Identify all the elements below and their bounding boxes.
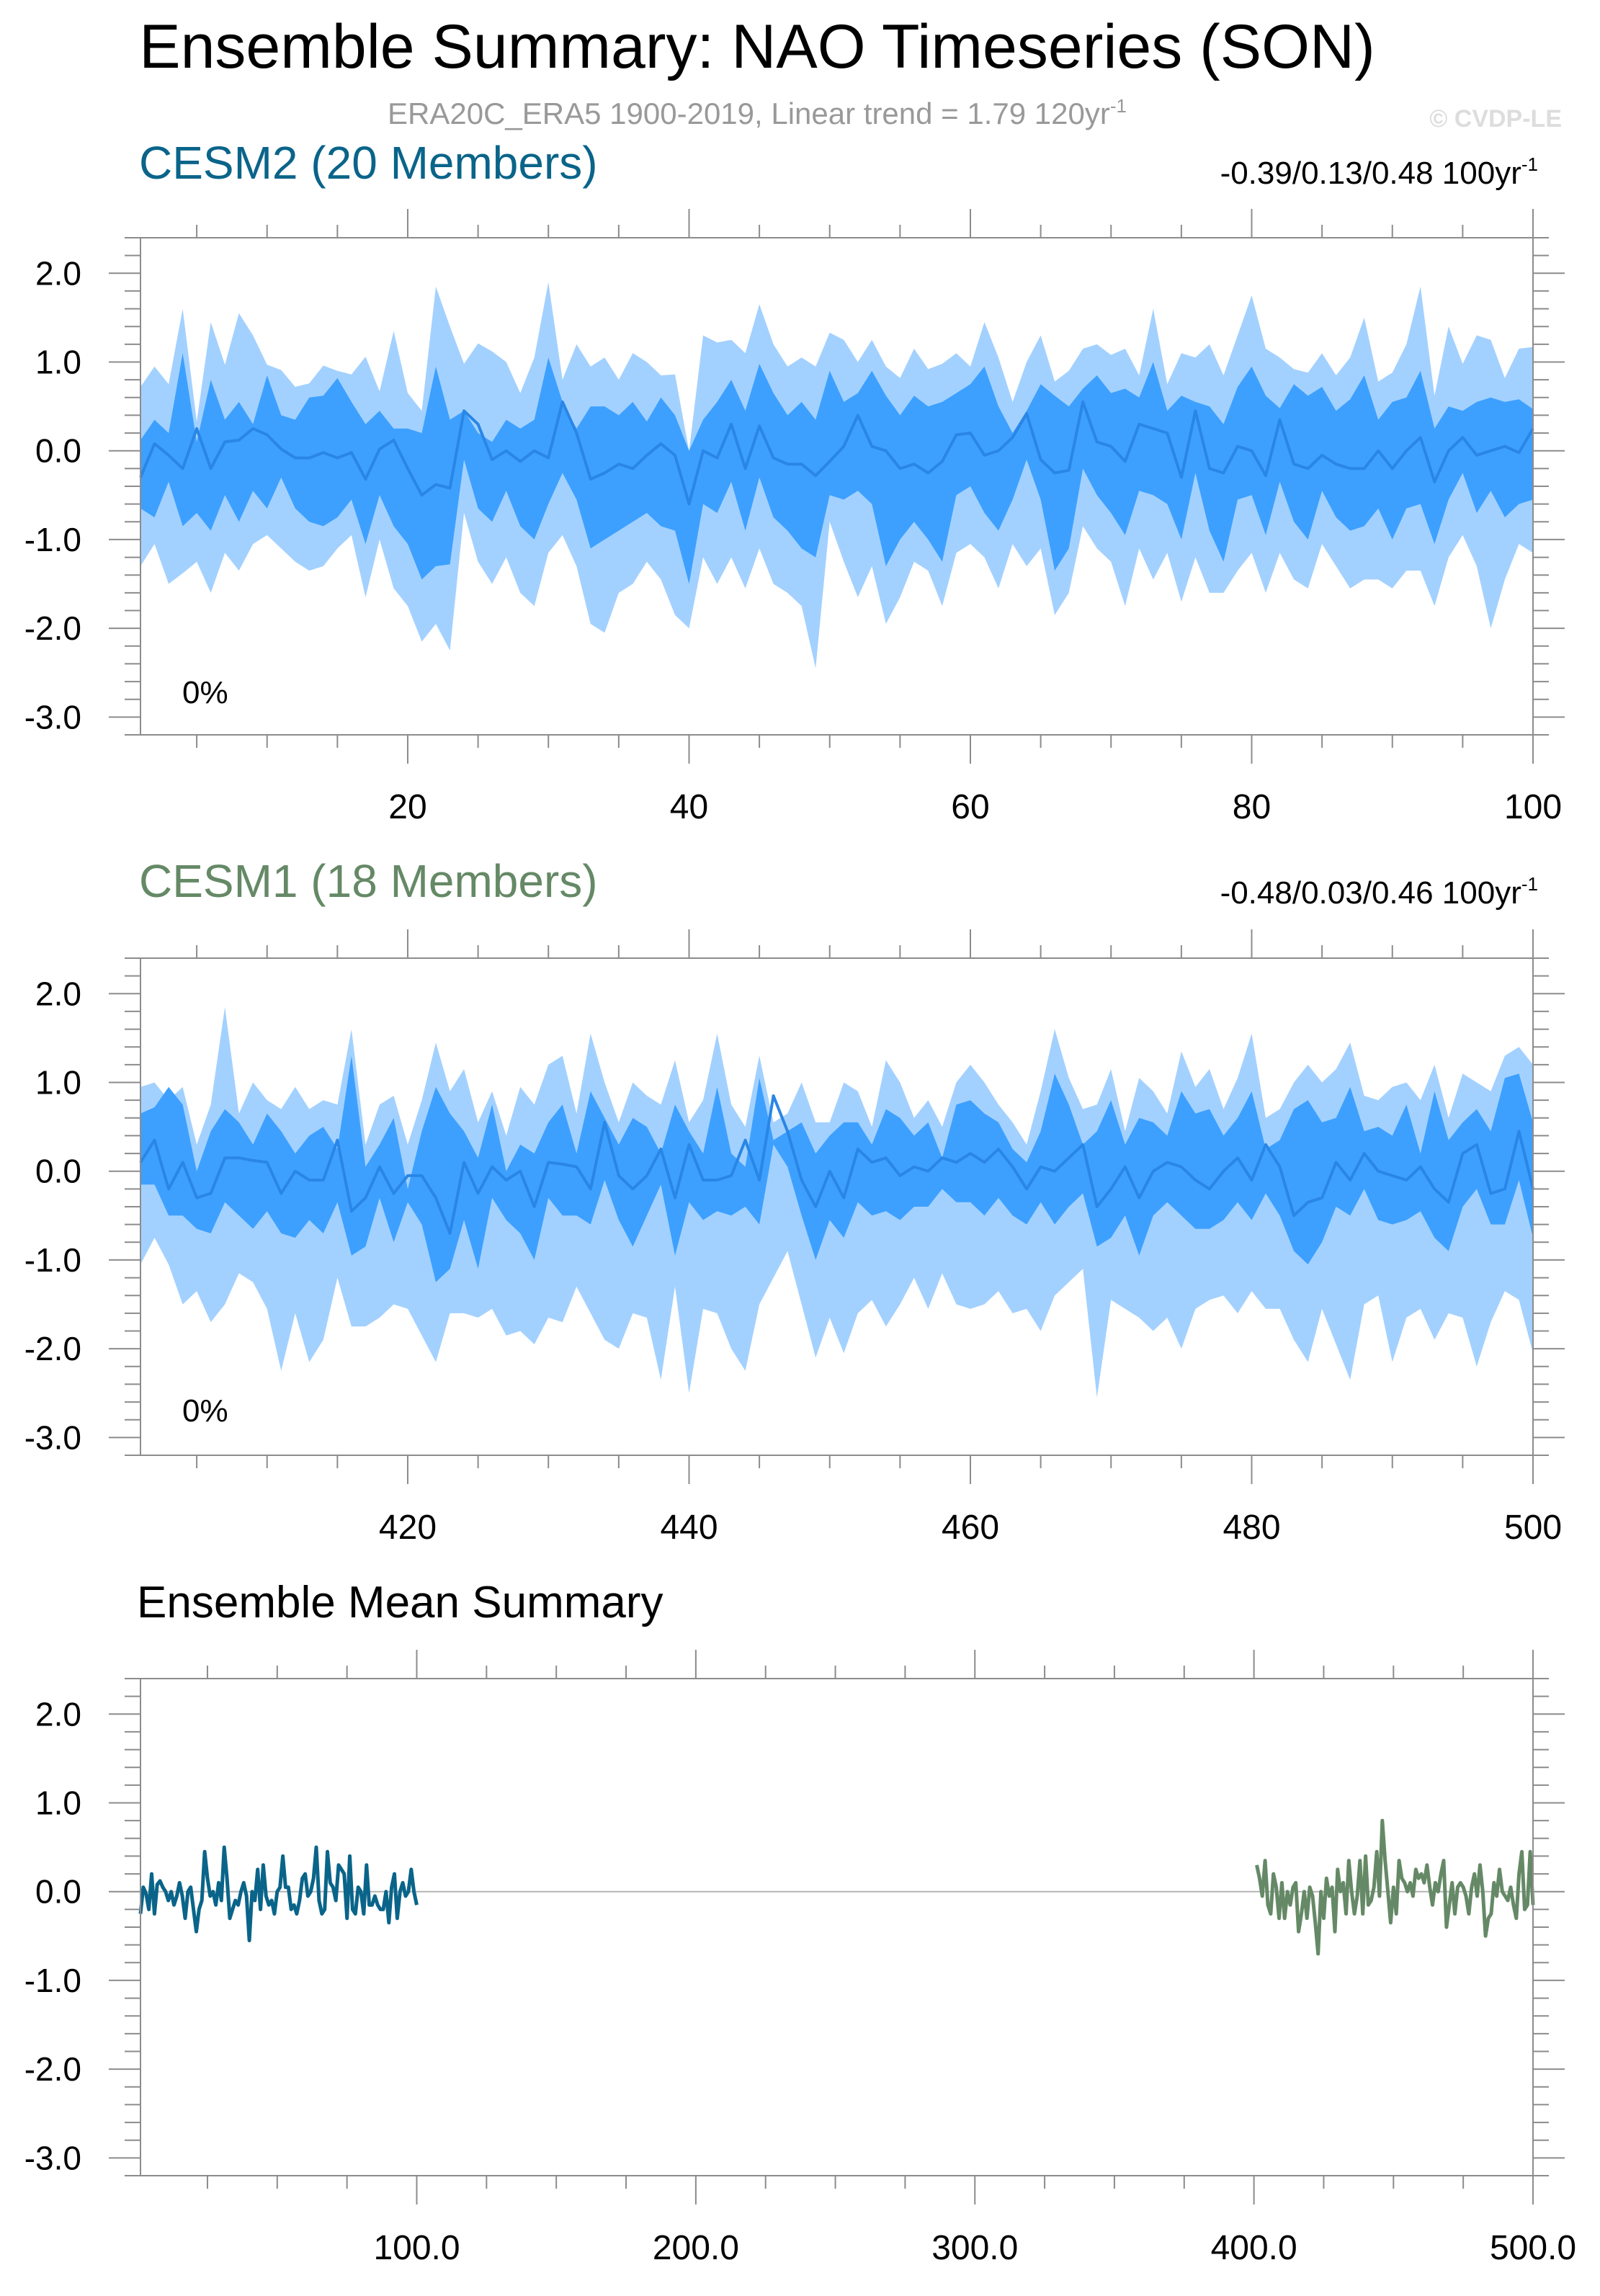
panel2-xtick-label: 420	[379, 1509, 437, 1547]
watermark: © CVDP-LE	[1429, 105, 1562, 133]
panel-cesm1-trend: -0.48/0.03/0.46 100yr-1	[1220, 873, 1538, 911]
panel-cesm1-title: CESM1 (18 Members)	[139, 855, 598, 907]
panel1-interquartile-band	[140, 353, 1533, 584]
panel3-ytick-label: -3.0	[24, 2139, 81, 2176]
panel-cesm1-plot: 2.0 1.0 0.0 -1.0 -2.0 -3.0 420 440 460 480 500	[24, 929, 1565, 1547]
panel1-xtick-label: 40	[670, 788, 708, 826]
panel1-ytick-label: -3.0	[24, 698, 81, 736]
panel-cesm2-plot: 2.0 1.0 0.0 -1.0 -2.0 -3.0 20 40 60 80 100	[24, 209, 1565, 826]
panel-cesm1-trend-text: -0.48/0.03/0.46 100yr	[1220, 875, 1521, 911]
panel1-xtick-label: 60	[951, 788, 989, 826]
panel1-xtick-label: 20	[388, 788, 426, 826]
panel2-xtick-label: 500	[1504, 1509, 1562, 1547]
panel2-interquartile-band	[140, 1055, 1533, 1282]
panel-cesm1-trend-sup: -1	[1521, 873, 1538, 895]
panel3-xtick-label: 100.0	[373, 2229, 460, 2267]
panel2-ytick-label: -2.0	[24, 1330, 81, 1367]
panel3-xtick-label: 500.0	[1490, 2229, 1576, 2267]
panel2-ytick-label: 2.0	[35, 975, 81, 1012]
panel1-xtick-label: 100	[1504, 788, 1562, 826]
panel2-median-line	[139, 1094, 1534, 1235]
panel-cesm2-trend-sup: -1	[1521, 153, 1538, 175]
panel3-ytick-label: 0.0	[35, 1873, 81, 1911]
panel-ensemble-mean: Ensemble Mean Summary 2.0 1.0 0.0 -1.0 -2.0 -…	[24, 1578, 1576, 2267]
panel2-ytick-label: 1.0	[35, 1064, 81, 1102]
panel2-xtick-label: 460	[942, 1509, 999, 1547]
subtitle-superscript: -1	[1110, 95, 1127, 117]
panel-cesm2: CESM2 (20 Members) -0.39/0.13/0.48 100yr…	[24, 137, 1565, 826]
panel3-ytick-label: 1.0	[35, 1784, 81, 1822]
panel-cesm2-percent: 0%	[182, 675, 228, 710]
panel3-line-cesm1	[1255, 1818, 1535, 1956]
panel3-ytick-label: -2.0	[24, 2050, 81, 2088]
panel3-xtick-label: 200.0	[653, 2229, 739, 2267]
panel3-xtick-label: 400.0	[1211, 2229, 1297, 2267]
panel1-median-line	[139, 400, 1534, 506]
panel2-ytick-label: -3.0	[24, 1419, 81, 1456]
panel3-ytick-label: -1.0	[24, 1962, 81, 1999]
panel-cesm2-title: CESM2 (20 Members)	[139, 137, 598, 189]
panel2-xtick-label: 440	[660, 1509, 718, 1547]
panel3-frame	[140, 1678, 1534, 2176]
panel-cesm1: CESM1 (18 Members) -0.48/0.03/0.46 100yr…	[24, 855, 1565, 1547]
subtitle-text: ERA20C_ERA5 1900-2019, Linear trend = 1.…	[388, 97, 1110, 130]
panel-cesm2-trend-text: -0.39/0.13/0.48 100yr	[1220, 156, 1521, 191]
panel1-ytick-label: 1.0	[35, 344, 81, 381]
panel1-ytick-label: -1.0	[24, 521, 81, 558]
panel-ensemble-mean-plot: 2.0 1.0 0.0 -1.0 -2.0 -3.0 100.0 200.0 300.0 400.…	[24, 1650, 1576, 2267]
panel1-ytick-label: 0.0	[35, 432, 81, 470]
panel3-xtick-label: 300.0	[931, 2229, 1018, 2267]
panel1-ytick-label: -2.0	[24, 609, 81, 647]
panel2-ytick-label: -1.0	[24, 1241, 81, 1279]
panel-ensemble-mean-title: Ensemble Mean Summary	[137, 1578, 663, 1627]
panel-cesm1-percent: 0%	[182, 1393, 228, 1429]
panel-cesm2-trend: -0.39/0.13/0.48 100yr-1	[1220, 153, 1538, 191]
panel1-xtick-label: 80	[1233, 788, 1271, 826]
panel2-ytick-label: 0.0	[35, 1153, 81, 1190]
panel3-line-cesm2	[138, 1845, 419, 1942]
panel3-ytick-label: 2.0	[35, 1695, 81, 1733]
panel1-ytick-label: 2.0	[35, 254, 81, 292]
panel2-xtick-label: 480	[1223, 1509, 1280, 1547]
figure-title: Ensemble Summary: NAO Timeseries (SON)	[139, 12, 1375, 81]
figure-subtitle: ERA20C_ERA5 1900-2019, Linear trend = 1.…	[388, 95, 1127, 130]
